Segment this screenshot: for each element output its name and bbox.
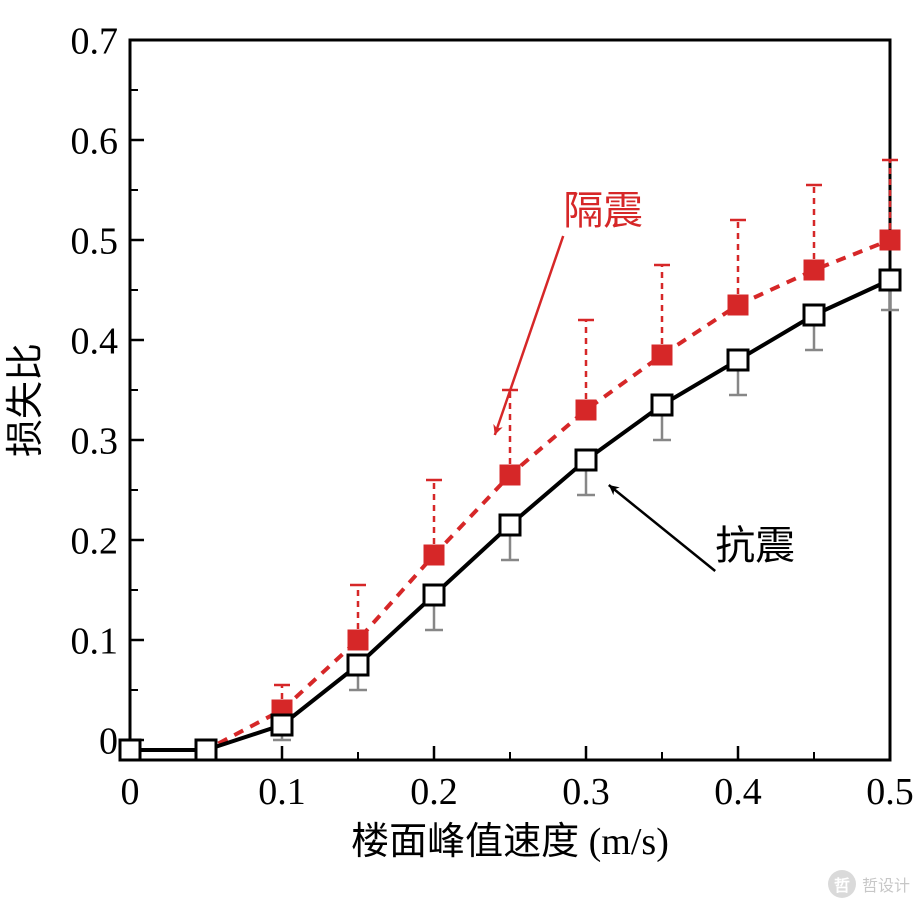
marker-fixed [120,740,140,760]
marker-fixed [652,395,672,415]
marker-fixed [272,715,292,735]
svg-text:0.2: 0.2 [71,520,119,562]
marker-isolated [881,231,899,249]
marker-isolated [577,401,595,419]
svg-text:0.3: 0.3 [71,420,119,462]
marker-fixed [576,450,596,470]
svg-text:0.4: 0.4 [71,320,119,362]
chart-container: 0 0.1 0.2 0.3 0.4 0.5 0 0.1 0.2 0.3 0.4 0.5 0.6 0.7 楼面… [0,0,922,916]
marker-isolated [805,261,823,279]
marker-isolated [349,631,367,649]
annotation-iso-label: 隔震 [563,188,643,233]
marker-fixed [728,350,748,370]
svg-text:0.1: 0.1 [71,620,119,662]
marker-fixed [880,270,900,290]
chart-svg: 0 0.1 0.2 0.3 0.4 0.5 0 0.1 0.2 0.3 0.4 0.5 0.6 0.7 楼面… [0,0,922,916]
marker-isolated [653,346,671,364]
marker-fixed [804,305,824,325]
marker-fixed [348,655,368,675]
svg-text:0.1: 0.1 [258,771,306,813]
svg-text:0.3: 0.3 [562,771,610,813]
svg-text:0: 0 [99,720,118,762]
svg-text:0.5: 0.5 [866,771,914,813]
marker-isolated [425,546,443,564]
marker-fixed [196,740,216,760]
svg-text:0.7: 0.7 [71,20,119,62]
svg-text:0.6: 0.6 [71,120,119,162]
y-axis-label: 损失比 [5,343,47,457]
svg-text:0.2: 0.2 [410,771,458,813]
svg-text:0: 0 [121,771,140,813]
svg-text:0.5: 0.5 [71,220,119,262]
x-axis-label: 楼面峰值速度 (m/s) [351,821,669,863]
watermark: 哲 哲设计 [828,870,910,898]
watermark-text: 哲设计 [862,872,910,896]
marker-isolated [501,466,519,484]
annotation-fixed-label: 抗震 [715,523,795,568]
marker-fixed [500,515,520,535]
marker-isolated [729,296,747,314]
marker-fixed [424,585,444,605]
watermark-icon: 哲 [828,870,856,898]
svg-text:0.4: 0.4 [714,771,762,813]
